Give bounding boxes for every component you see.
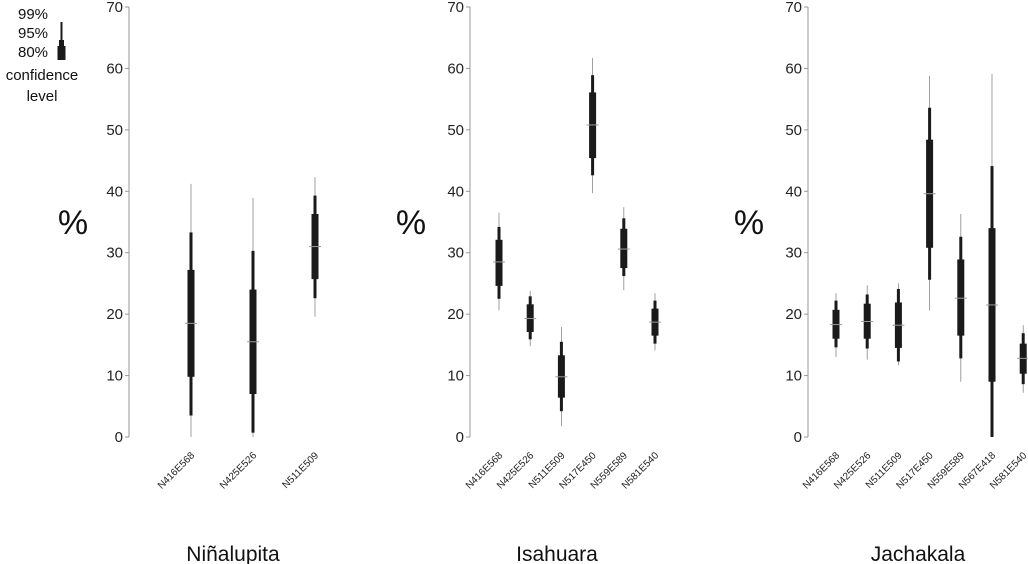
legend-label-95: 95% (18, 25, 48, 42)
interval-N416E568 (493, 212, 505, 311)
y-tick-label: 30 (785, 245, 802, 262)
y-tick-label: 20 (785, 306, 802, 323)
legend-80-bar (57, 46, 66, 60)
y-tick-label: 0 (456, 429, 464, 446)
y-axis-label: % (58, 204, 88, 242)
ci80-bar (957, 259, 965, 336)
interval-N416E568 (185, 183, 197, 437)
legend-label-99: 99% (18, 6, 48, 23)
category-label: N511E509 (280, 450, 321, 491)
interval-N425E526 (861, 285, 874, 360)
y-tick-label: 60 (106, 60, 123, 77)
y-tick-label: 60 (447, 60, 464, 77)
y-axis-label: % (396, 204, 426, 242)
legend-99-bar (60, 22, 63, 42)
y-tick-label: 20 (447, 306, 464, 323)
interval-N581E540 (1017, 325, 1028, 393)
legend-95-bar (59, 40, 64, 48)
legend-caption-line1: confidence (6, 67, 79, 84)
legend: 99% 95% 80% confidence level (6, 6, 79, 105)
y-tick-label: 50 (106, 122, 123, 139)
panel-title: Niñalupita (186, 543, 280, 564)
y-tick-label: 70 (785, 0, 802, 16)
y-tick-label: 70 (447, 0, 464, 16)
category-label: N425E526 (218, 450, 260, 492)
y-axis-label: % (734, 204, 764, 242)
legend-label-80: 80% (18, 44, 48, 61)
interval-N425E526 (524, 290, 537, 347)
panel-title: Isahuara (516, 543, 598, 564)
y-tick-label: 30 (106, 245, 123, 262)
ci80-bar (620, 228, 628, 269)
interval-N517E450 (923, 75, 936, 311)
panel-ninalupita: % Niñalupita 0 10 20 30 40 50 60 70 N416E568 N425… (58, 0, 322, 564)
y-tick-label: 60 (785, 60, 802, 77)
interval-N559E589 (617, 207, 630, 291)
interval-N581E540 (649, 293, 661, 351)
y-tick-label: 20 (106, 306, 123, 323)
interval-N559E589 (954, 214, 967, 382)
ci80-bar (495, 239, 503, 286)
interval-N425E526 (247, 198, 259, 437)
legend-caption-line2: level (27, 88, 58, 105)
y-tick-label: 10 (106, 368, 123, 385)
panel-title: Jachakala (871, 543, 966, 564)
interval-N511E509 (309, 177, 321, 317)
y-tick-label: 10 (785, 368, 802, 385)
y-tick-label: 70 (106, 0, 123, 16)
y-tick-label: 0 (115, 429, 123, 446)
category-label: N416E568 (156, 450, 198, 492)
y-tick-label: 10 (447, 368, 464, 385)
interval-N511E509 (892, 283, 905, 366)
panel-isahuara: % Isahuara 010203040506070N416E568N425E5… (396, 0, 662, 564)
interval-N567E418 (986, 73, 998, 437)
y-tick-label: 0 (794, 429, 802, 446)
y-tick-label: 50 (447, 122, 464, 139)
y-tick-label: 40 (785, 183, 802, 200)
interval-N416E568 (830, 293, 842, 358)
y-tick-label: 40 (447, 183, 464, 200)
interval-N517E450 (586, 57, 599, 194)
interval-N511E509 (555, 327, 568, 426)
y-tick-label: 50 (785, 122, 802, 139)
panel-jachakala: % Jachakala 010203040506070N416E568N425E… (734, 0, 1028, 564)
y-tick-label: 30 (447, 245, 464, 262)
y-tick-label: 40 (106, 183, 123, 200)
